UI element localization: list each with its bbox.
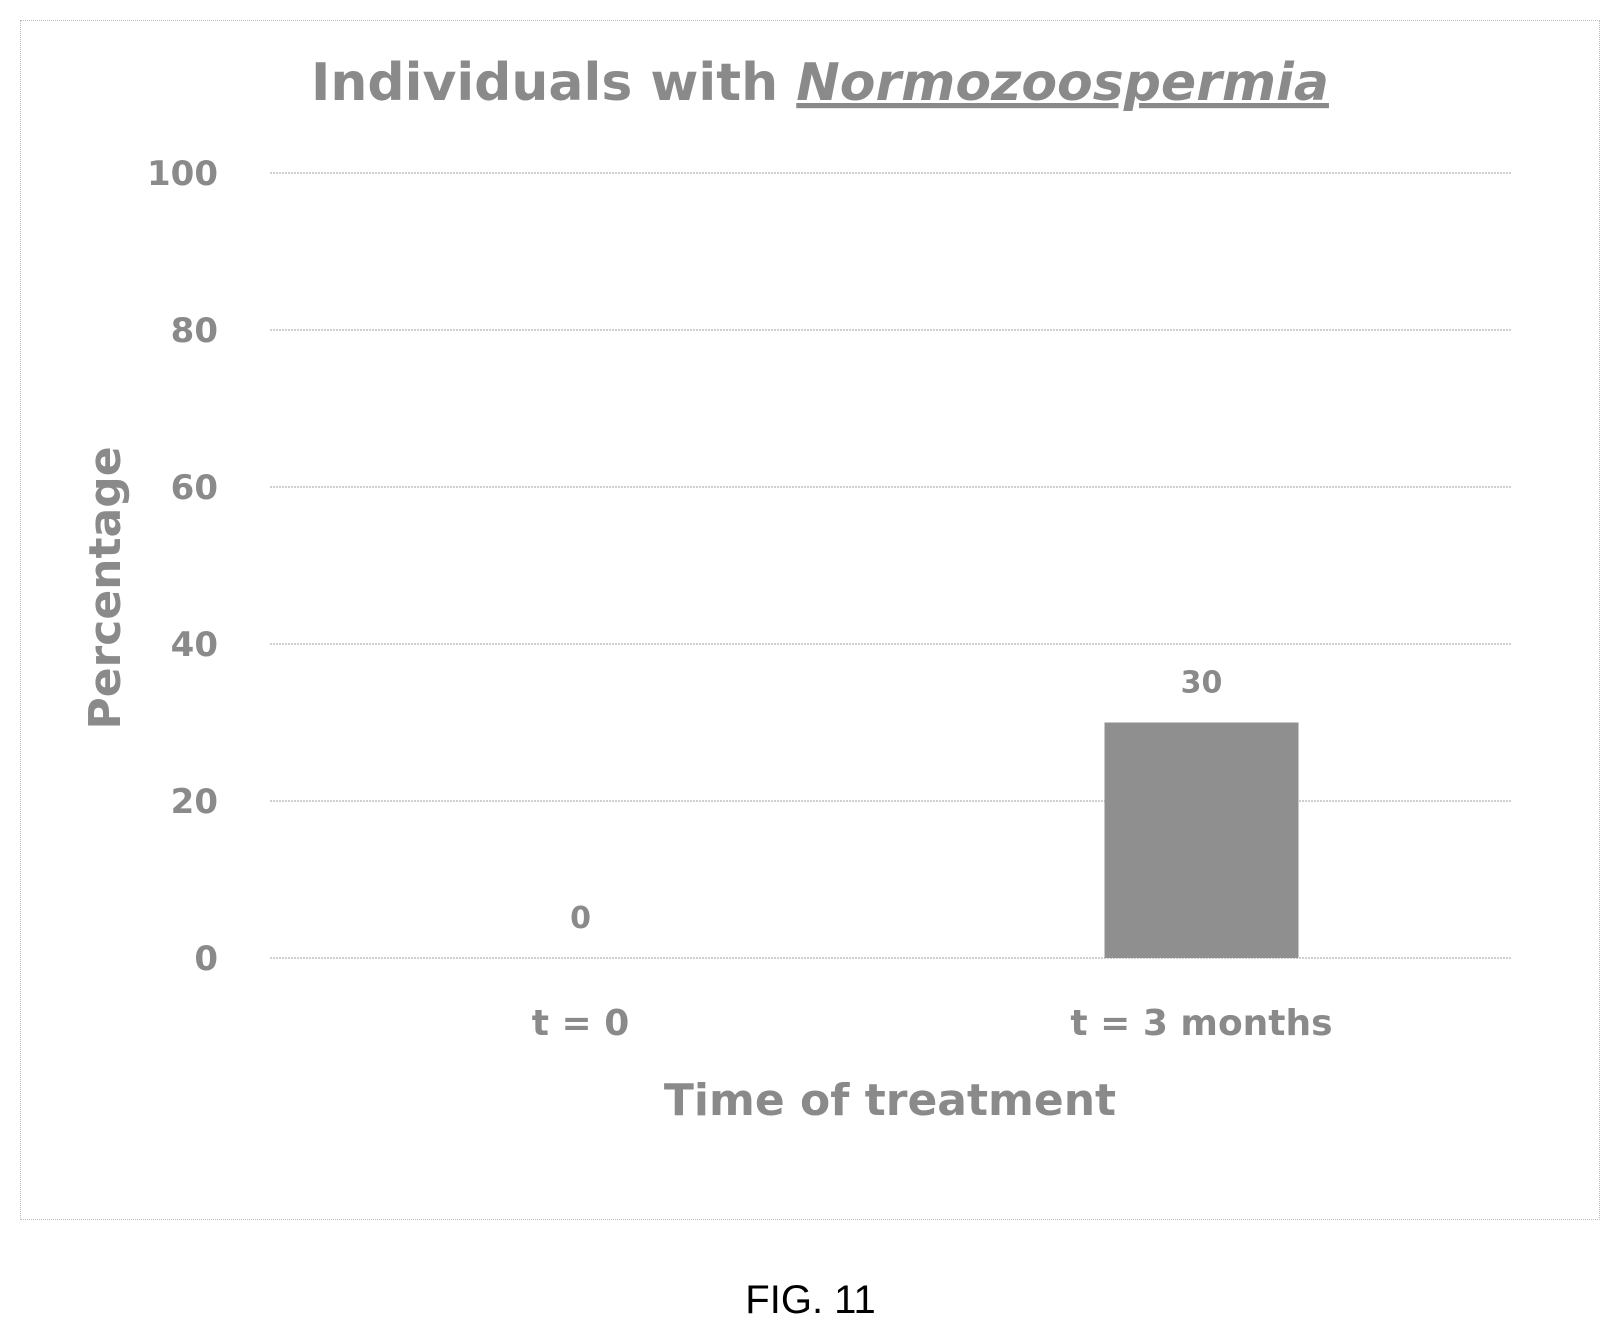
y-tick-labels: 0 20 40 60 80 100 [147,154,218,979]
data-labels: 0 30 [570,666,1222,937]
y-tick-label: 20 [171,782,218,822]
y-tick-label: 80 [171,311,218,351]
x-tick-labels: t = 0 t = 3 months [532,1003,1333,1044]
data-label: 30 [1181,666,1223,701]
data-label: 0 [570,901,591,936]
gridlines [270,172,1512,959]
y-tick-label: 40 [171,625,218,665]
chart-title: Individuals with Normozoospermia [311,53,1329,113]
bar-1 [1104,722,1299,958]
y-axis-title: Percentage [80,446,131,729]
chart-frame [20,20,1600,1220]
chart-title-plain: Individuals with [311,53,796,113]
x-tick-label: t = 0 [532,1003,630,1044]
y-tick-label: 60 [171,468,218,508]
y-tick-label: 100 [147,154,218,194]
x-tick-label: t = 3 months [1070,1003,1332,1044]
bars [1104,722,1299,958]
chart-title-emphasis: Normozoospermia [796,53,1329,113]
x-axis-title: Time of treatment [664,1075,1116,1126]
y-tick-label: 0 [194,939,218,979]
figure-caption: FIG. 11 [745,1278,876,1322]
